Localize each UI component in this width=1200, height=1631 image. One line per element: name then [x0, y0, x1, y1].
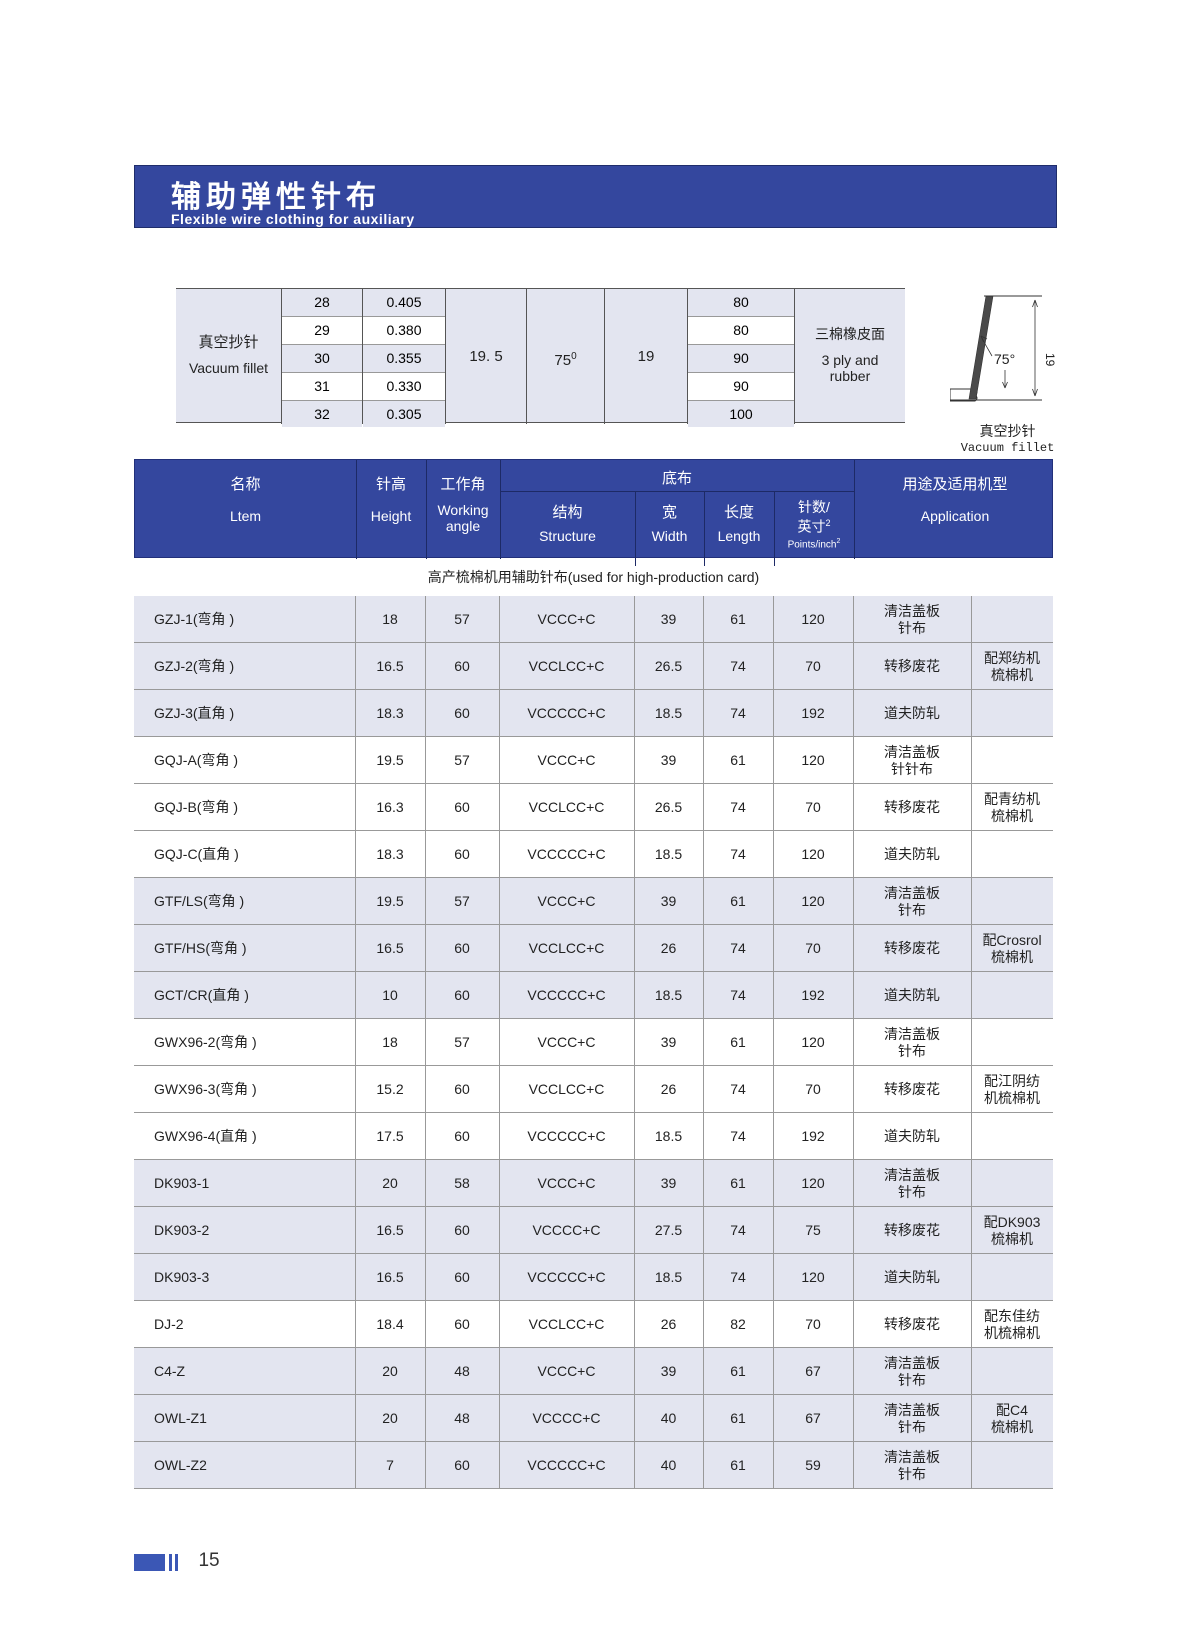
svg-text:19: 19 — [1043, 353, 1057, 367]
svg-text:75°: 75° — [994, 351, 1015, 367]
